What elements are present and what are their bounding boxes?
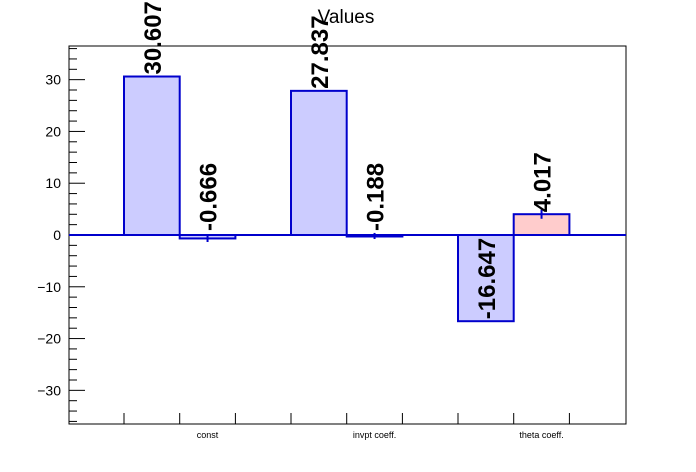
y-tick-label: 0 — [53, 227, 61, 243]
data-label: 30.607 — [140, 1, 167, 74]
x-category-label: const — [197, 430, 219, 440]
y-tick-label: 10 — [45, 175, 61, 191]
y-tick-label: 20 — [45, 123, 61, 139]
bar — [457, 234, 515, 323]
bar — [290, 89, 348, 236]
y-tick-label: −20 — [37, 331, 61, 347]
bar — [123, 75, 181, 236]
y-tick-label: 30 — [45, 72, 61, 88]
x-category-label: invpt coeff. — [353, 430, 396, 440]
data-label: 4.017 — [530, 152, 557, 212]
x-category-label: theta coeff. — [519, 430, 563, 440]
data-label: -0.666 — [196, 163, 223, 231]
chart-title: Values — [318, 7, 375, 28]
bars-group — [123, 75, 571, 323]
data-label: 27.837 — [307, 15, 334, 88]
y-tick-label: −30 — [37, 382, 61, 398]
data-labels-group: 30.607 27.837 -16.647 -0.666 -0.188 4.017 — [140, 1, 557, 319]
data-label: -0.188 — [363, 163, 390, 231]
y-tick-label: −10 — [37, 279, 61, 295]
data-label: -16.647 — [474, 238, 501, 319]
